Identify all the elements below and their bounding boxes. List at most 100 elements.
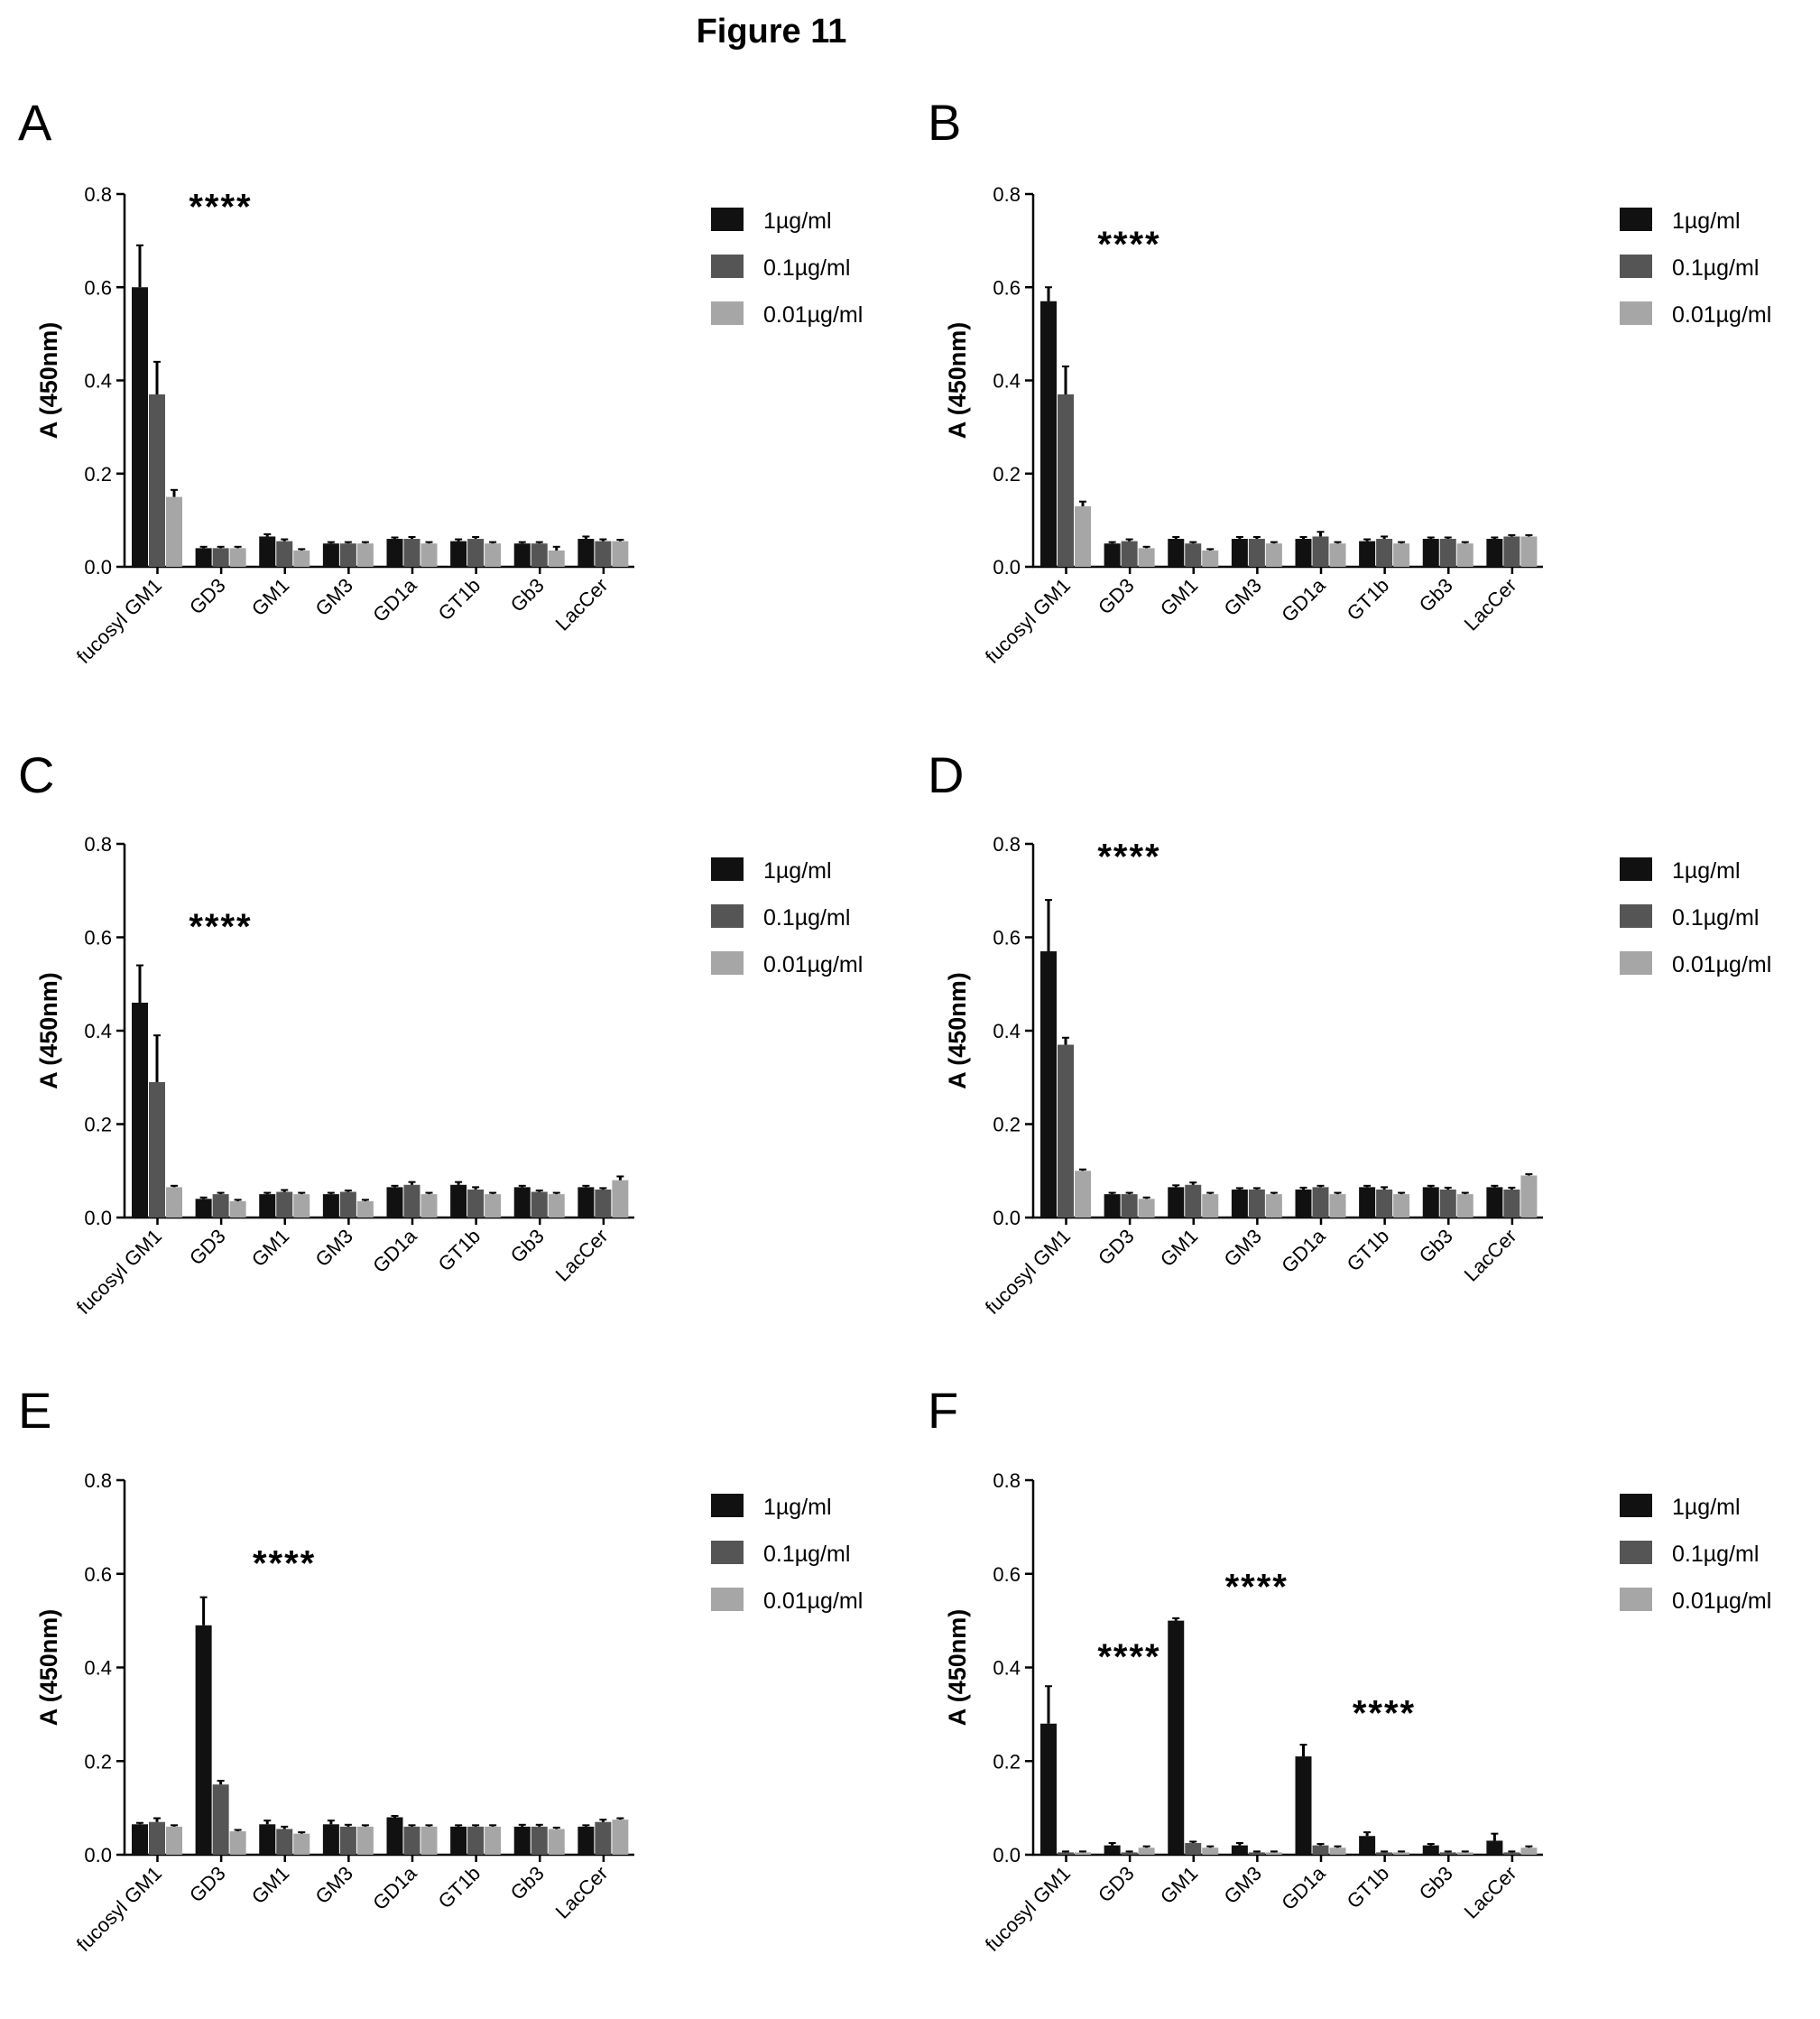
x-tick-label-gm1: GM1 bbox=[247, 1225, 293, 1271]
x-tick-label-gb3: Gb3 bbox=[1415, 574, 1457, 616]
y-axis-label: A (450nm) bbox=[944, 972, 971, 1089]
x-tick-label-laccer: LacCer bbox=[1460, 1225, 1521, 1286]
x-tick-label-fucosyl-gm1: fucosyl GM1 bbox=[981, 1225, 1075, 1319]
bar-fucosyl-gm1-1-g-ml bbox=[132, 1002, 148, 1218]
legend-swatch-1-g-ml bbox=[711, 857, 744, 881]
legend-label-0-1-g-ml: 0.1µg/ml bbox=[763, 1542, 850, 1567]
panel-e: E 0.0 0.2 0.4 0.6 0.8 A (450nm) fucosyl GM1 GD3 G… bbox=[18, 1382, 863, 1956]
x-tick-label-gb3: Gb3 bbox=[506, 574, 549, 616]
y-tick-label: 0.2 bbox=[84, 1750, 112, 1773]
legend-swatch-0-01-g-ml bbox=[1620, 951, 1652, 975]
bar-gm1-0-1-g-ml bbox=[1185, 543, 1202, 567]
panel-letter: D bbox=[928, 746, 964, 803]
bar-gb3-0-01-g-ml bbox=[1456, 543, 1474, 567]
bar-gm3-0-01-g-ml bbox=[1265, 543, 1282, 567]
y-axis-label: A (450nm) bbox=[35, 972, 62, 1089]
significance-marker: **** bbox=[189, 187, 252, 227]
bar-laccer-1-g-ml bbox=[1486, 1840, 1503, 1855]
y-tick-label: 0.2 bbox=[993, 1750, 1021, 1773]
bar-gd1a-0-01-g-ml bbox=[1329, 1194, 1346, 1218]
significance-marker: **** bbox=[1097, 1637, 1160, 1677]
bar-gd3-0-01-g-ml bbox=[229, 1200, 246, 1218]
bar-fucosyl-gm1-0-01-g-ml bbox=[166, 1187, 182, 1218]
x-tick-label-gt1b: GT1b bbox=[1343, 1862, 1394, 1913]
legend-label-0-01-g-ml: 0.01µg/ml bbox=[763, 1588, 863, 1614]
bar-gb3-0-01-g-ml bbox=[1456, 1194, 1474, 1218]
y-tick-label: 0.0 bbox=[993, 1844, 1021, 1866]
bar-laccer-0-1-g-ml bbox=[595, 541, 612, 567]
y-tick-label: 0.8 bbox=[84, 183, 112, 206]
panel-c: C 0.0 0.2 0.4 0.6 0.8 A (450nm) fucosyl GM1 GD3 G… bbox=[18, 746, 863, 1319]
bar-gt1b-0-01-g-ml bbox=[485, 1194, 502, 1218]
y-tick-label: 0.4 bbox=[84, 370, 112, 393]
x-tick-label-gd1a: GD1a bbox=[368, 1224, 421, 1277]
bar-gm1-1-g-ml bbox=[1168, 1187, 1185, 1218]
y-tick-label: 0.0 bbox=[84, 556, 112, 579]
x-tick-label-laccer: LacCer bbox=[551, 1225, 613, 1286]
bar-gt1b-1-g-ml bbox=[1359, 541, 1376, 567]
bar-gm3-0-1-g-ml bbox=[1248, 539, 1265, 567]
bar-gd1a-0-01-g-ml bbox=[420, 1194, 438, 1218]
bar-fucosyl-gm1-0-01-g-ml bbox=[1075, 1852, 1091, 1855]
legend-swatch-0-1-g-ml bbox=[711, 1541, 744, 1564]
x-tick-label-gm1: GM1 bbox=[1156, 574, 1202, 620]
bar-gm1-1-g-ml bbox=[259, 1824, 276, 1855]
bar-fucosyl-gm1-0-1-g-ml bbox=[149, 394, 165, 567]
x-tick-label-gt1b: GT1b bbox=[1343, 574, 1394, 625]
bar-gb3-0-1-g-ml bbox=[1439, 539, 1456, 567]
legend-swatch-0-1-g-ml bbox=[711, 904, 744, 928]
x-tick-label-gd3: GD3 bbox=[185, 1862, 230, 1907]
bar-gm3-1-g-ml bbox=[1231, 539, 1248, 567]
bar-gd3-1-g-ml bbox=[1104, 543, 1121, 567]
x-tick-label-gd1a: GD1a bbox=[1277, 1861, 1330, 1914]
legend-label-1-g-ml: 1µg/ml bbox=[763, 1495, 832, 1520]
bar-fucosyl-gm1-0-01-g-ml bbox=[166, 496, 182, 567]
x-tick-label-gm3: GM3 bbox=[1220, 1225, 1266, 1271]
bar-gm1-0-01-g-ml bbox=[293, 1194, 310, 1218]
bar-fucosyl-gm1-0-1-g-ml bbox=[149, 1821, 165, 1855]
y-tick-label: 0.4 bbox=[84, 1020, 112, 1042]
bar-laccer-0-01-g-ml bbox=[612, 1820, 629, 1855]
x-tick-label-gm3: GM3 bbox=[311, 574, 357, 620]
significance-marker: **** bbox=[1097, 838, 1160, 877]
bar-gd1a-1-g-ml bbox=[386, 539, 403, 567]
bar-gd3-1-g-ml bbox=[195, 548, 212, 567]
y-tick-label: 0.2 bbox=[993, 1114, 1021, 1136]
y-tick-label: 0.6 bbox=[84, 1563, 112, 1586]
x-tick-label-gb3: Gb3 bbox=[1415, 1225, 1457, 1267]
bar-fucosyl-gm1-1-g-ml bbox=[132, 287, 148, 567]
bar-fucosyl-gm1-0-1-g-ml bbox=[1058, 1852, 1074, 1855]
y-tick-label: 0.8 bbox=[84, 833, 112, 856]
bar-gb3-0-01-g-ml bbox=[548, 1194, 565, 1218]
bar-gt1b-1-g-ml bbox=[450, 541, 467, 567]
bar-gm1-0-01-g-ml bbox=[1202, 1848, 1219, 1855]
bar-gd1a-0-01-g-ml bbox=[1329, 543, 1346, 567]
x-tick-label-fucosyl-gm1: fucosyl GM1 bbox=[72, 1225, 166, 1319]
x-tick-label-gd1a: GD1a bbox=[1277, 573, 1330, 626]
bar-laccer-0-01-g-ml bbox=[1520, 1848, 1538, 1855]
bar-gt1b-0-01-g-ml bbox=[485, 1826, 502, 1855]
legend-swatch-0-01-g-ml bbox=[711, 301, 744, 325]
y-axis-label: A (450nm) bbox=[944, 1609, 971, 1727]
bar-gm3-1-g-ml bbox=[1231, 1189, 1248, 1218]
bar-fucosyl-gm1-0-1-g-ml bbox=[149, 1081, 165, 1218]
bar-gm3-0-01-g-ml bbox=[356, 543, 374, 567]
y-tick-label: 0.0 bbox=[993, 1207, 1021, 1229]
bar-gm1-0-01-g-ml bbox=[293, 1833, 310, 1855]
x-tick-label-gb3: Gb3 bbox=[506, 1862, 549, 1904]
bar-gd1a-1-g-ml bbox=[386, 1187, 403, 1218]
bar-gd1a-0-1-g-ml bbox=[1312, 1187, 1329, 1218]
bar-gb3-0-1-g-ml bbox=[1439, 1852, 1456, 1855]
bar-laccer-1-g-ml bbox=[577, 539, 595, 567]
legend-swatch-0-01-g-ml bbox=[1620, 1588, 1652, 1611]
legend-swatch-0-1-g-ml bbox=[1620, 904, 1652, 928]
bar-gd3-1-g-ml bbox=[1104, 1845, 1121, 1855]
bar-gt1b-0-1-g-ml bbox=[467, 1826, 485, 1855]
legend-label-1-g-ml: 1µg/ml bbox=[763, 208, 832, 234]
x-tick-label-gm3: GM3 bbox=[1220, 574, 1266, 620]
legend-swatch-0-01-g-ml bbox=[1620, 301, 1652, 325]
y-tick-label: 0.6 bbox=[993, 276, 1021, 299]
bar-gm3-1-g-ml bbox=[322, 1824, 339, 1855]
bar-gt1b-0-1-g-ml bbox=[467, 539, 485, 567]
